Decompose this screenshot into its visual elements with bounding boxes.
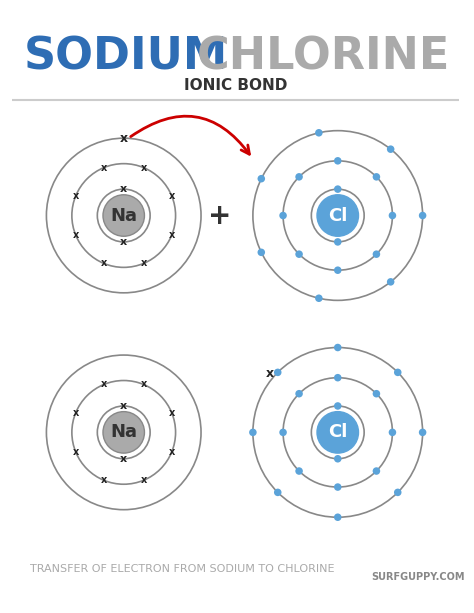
Circle shape	[103, 411, 145, 453]
Text: Cl: Cl	[328, 207, 347, 224]
Circle shape	[373, 390, 380, 397]
Circle shape	[334, 455, 342, 463]
Circle shape	[279, 428, 287, 436]
Text: +: +	[208, 202, 232, 229]
Text: x: x	[266, 367, 274, 381]
Text: x: x	[140, 162, 146, 173]
Text: x: x	[168, 230, 175, 240]
Text: CHLORINE: CHLORINE	[197, 36, 450, 78]
Text: x: x	[101, 259, 107, 268]
Text: x: x	[73, 408, 79, 417]
Text: x: x	[168, 447, 175, 457]
Text: x: x	[101, 379, 107, 389]
Circle shape	[387, 278, 394, 286]
Circle shape	[295, 251, 303, 258]
Text: x: x	[73, 191, 79, 200]
Text: x: x	[168, 191, 175, 200]
Circle shape	[279, 211, 287, 219]
Circle shape	[334, 483, 342, 491]
Text: Na: Na	[110, 207, 137, 224]
Circle shape	[394, 368, 401, 376]
Circle shape	[334, 374, 342, 381]
Circle shape	[387, 145, 394, 153]
Circle shape	[373, 467, 380, 475]
Circle shape	[274, 368, 282, 376]
Circle shape	[389, 428, 396, 436]
Text: x: x	[120, 401, 128, 411]
Circle shape	[334, 157, 342, 165]
Text: x: x	[140, 379, 146, 389]
Circle shape	[257, 248, 265, 256]
Circle shape	[295, 467, 303, 475]
Text: SURFGUPPY.COM: SURFGUPPY.COM	[371, 572, 465, 582]
Circle shape	[334, 344, 342, 351]
Circle shape	[373, 173, 380, 181]
Circle shape	[274, 489, 282, 496]
Circle shape	[103, 195, 145, 236]
Circle shape	[317, 195, 358, 236]
Text: x: x	[140, 259, 146, 268]
Circle shape	[373, 251, 380, 258]
Text: x: x	[120, 184, 128, 194]
Text: x: x	[168, 408, 175, 417]
Circle shape	[394, 489, 401, 496]
Circle shape	[334, 402, 342, 409]
Circle shape	[334, 514, 342, 521]
Text: Cl: Cl	[328, 424, 347, 441]
Text: x: x	[73, 230, 79, 240]
Text: x: x	[101, 475, 107, 485]
Circle shape	[295, 173, 303, 181]
Text: TRANSFER OF ELECTRON FROM SODIUM TO CHLORINE: TRANSFER OF ELECTRON FROM SODIUM TO CHLO…	[30, 564, 335, 574]
Circle shape	[419, 211, 427, 219]
Circle shape	[334, 238, 342, 246]
Text: x: x	[120, 237, 128, 247]
Circle shape	[334, 267, 342, 274]
Text: x: x	[119, 132, 128, 145]
Circle shape	[249, 428, 256, 436]
FancyArrowPatch shape	[131, 116, 249, 154]
Circle shape	[334, 185, 342, 193]
Text: IONIC BOND: IONIC BOND	[184, 78, 288, 93]
Circle shape	[315, 294, 323, 302]
Circle shape	[389, 211, 396, 219]
Circle shape	[315, 129, 323, 137]
Text: x: x	[120, 454, 128, 464]
Text: x: x	[73, 447, 79, 457]
Text: Na: Na	[110, 424, 137, 441]
Circle shape	[257, 175, 265, 183]
Circle shape	[317, 411, 358, 453]
Circle shape	[419, 428, 427, 436]
Text: x: x	[101, 162, 107, 173]
Circle shape	[295, 390, 303, 397]
Text: x: x	[140, 475, 146, 485]
Text: SODIUM: SODIUM	[24, 36, 228, 78]
